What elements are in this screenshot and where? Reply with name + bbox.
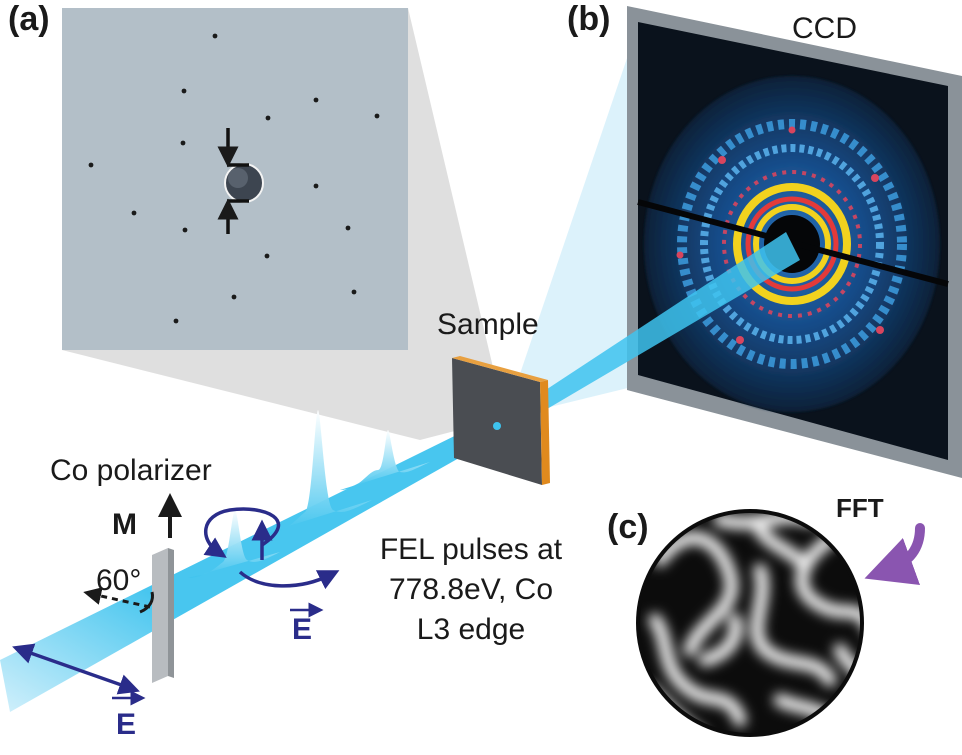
fel-caption: FEL pulses at 778.8eV, Co L3 edge [346, 530, 596, 650]
fel-caption-line-1: FEL pulses at [379, 533, 563, 566]
reference-holes [88, 33, 380, 324]
ccd-detector [627, 6, 962, 478]
circular-polarization-arrows [203, 507, 340, 618]
fft-arrow [864, 523, 925, 585]
ccd-label: CCD [792, 12, 857, 45]
fel-caption-line-3: L3 edge [416, 613, 526, 646]
angle-label: 60° [96, 564, 142, 597]
beam-stop [637, 199, 949, 287]
scattered-beam [500, 232, 800, 432]
sample-image [62, 8, 408, 350]
fel-pulses [188, 410, 430, 578]
fel-caption-line-2: 778.8eV, Co [388, 573, 554, 606]
e-field-label-linear: E [116, 708, 137, 741]
panel-c-label: (c) [607, 508, 649, 546]
fel-beam [0, 416, 505, 712]
fft-label: FFT [836, 493, 884, 523]
co-polarizer-label: Co polarizer [50, 454, 212, 487]
panel-b-label: (b) [567, 0, 611, 38]
diameter-marker [217, 128, 249, 234]
co-polarizer-plate [83, 493, 182, 683]
domain-reconstruction [636, 509, 864, 737]
panel-a-label: (a) [8, 0, 50, 38]
linear-polarization-arrow [12, 643, 146, 706]
e-field-label-circular: E [292, 613, 313, 646]
magnetization-label: M [112, 508, 137, 541]
sample-label: Sample [437, 308, 539, 341]
sample-plate [452, 356, 550, 485]
